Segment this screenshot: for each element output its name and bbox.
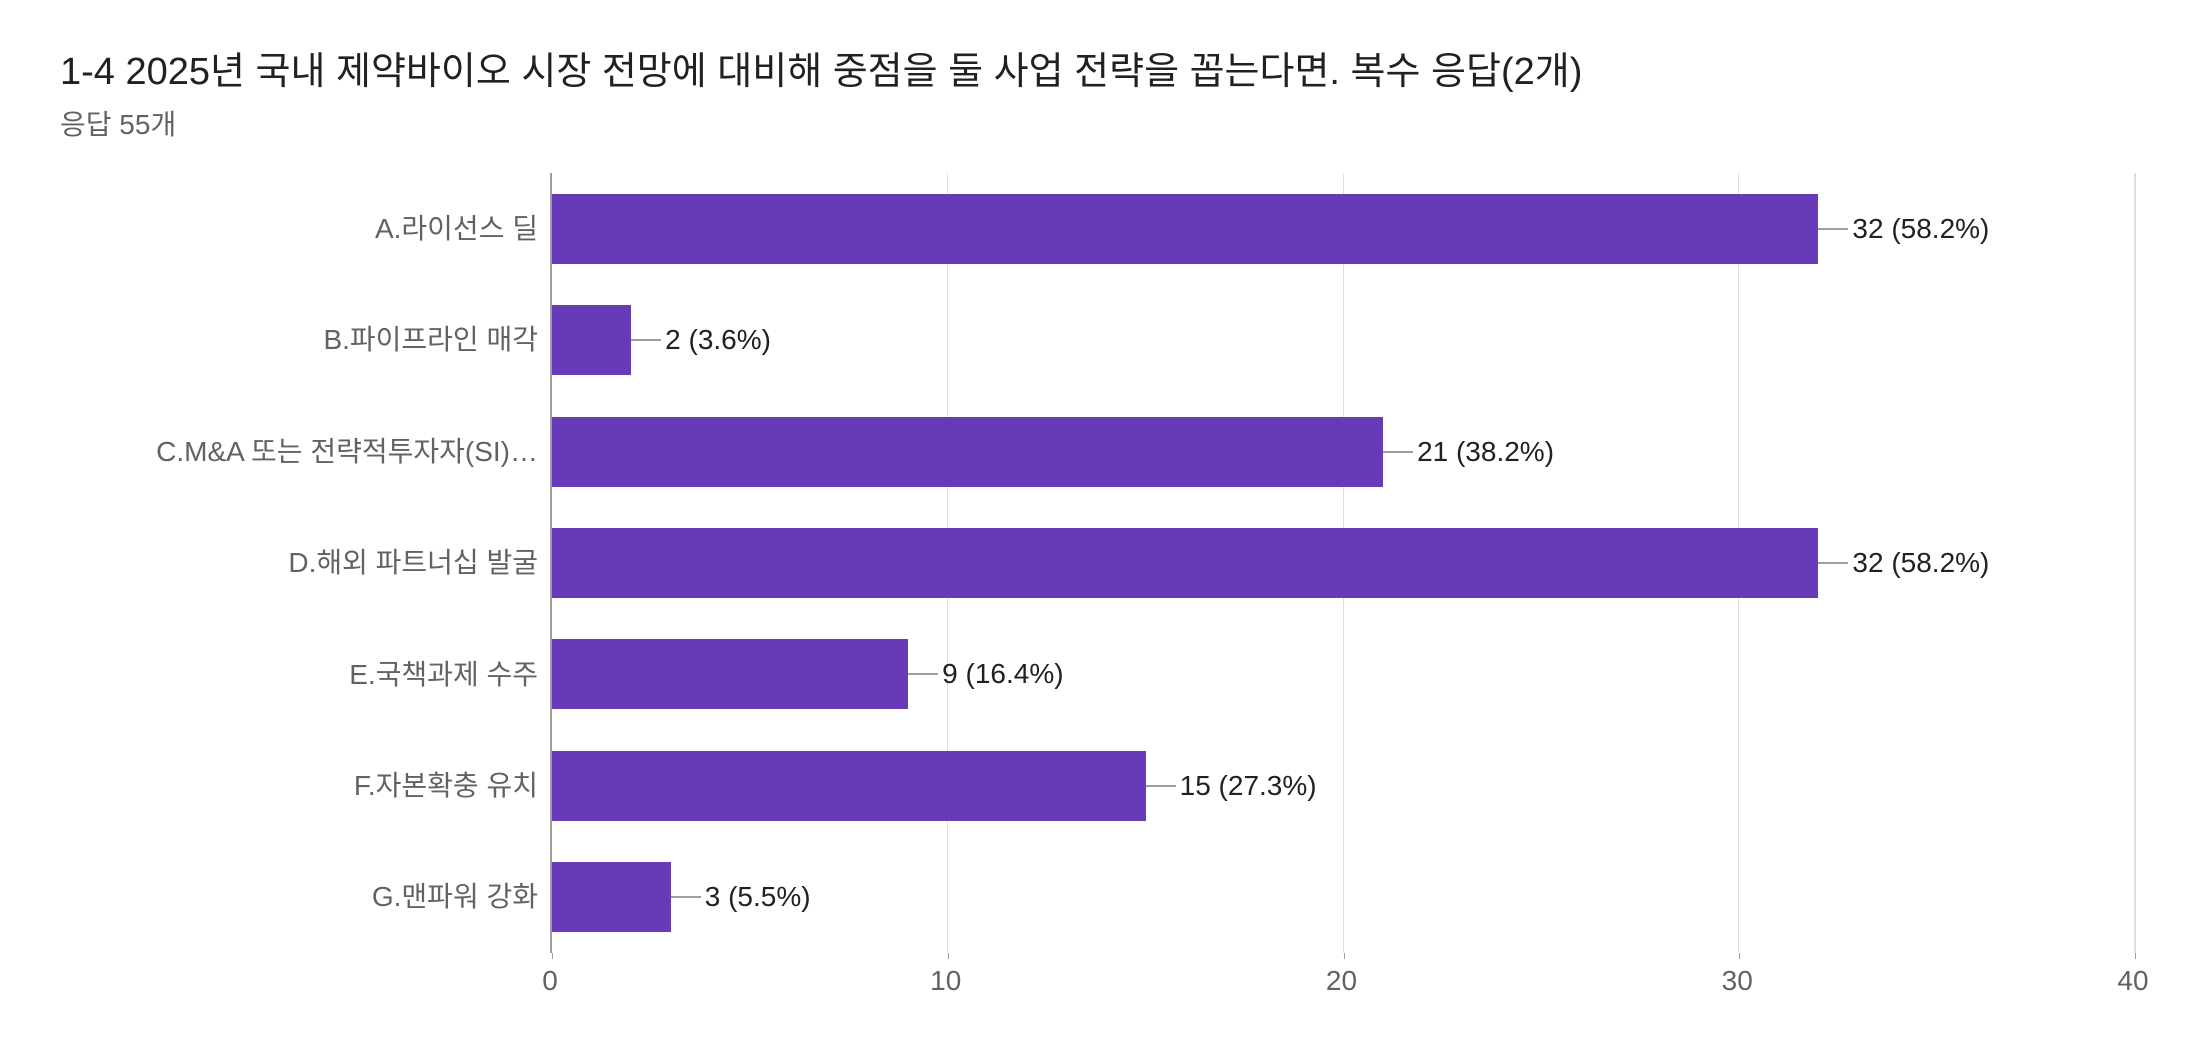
bar-row: 15 (27.3%) xyxy=(552,736,2135,836)
x-tick-label: 0 xyxy=(542,965,558,997)
bar-row: 32 (58.2%) xyxy=(552,513,2135,613)
x-tick-label: 20 xyxy=(1326,965,1357,997)
value-label: 9 (16.4%) xyxy=(908,658,1063,690)
value-label: 32 (58.2%) xyxy=(1818,213,1989,245)
value-label: 15 (27.3%) xyxy=(1146,770,1317,802)
value-text: 32 (58.2%) xyxy=(1852,547,1989,579)
value-label: 3 (5.5%) xyxy=(671,881,811,913)
y-axis-label: B.파이프라인 매각 xyxy=(323,290,538,390)
chart-area: A.라이선스 딜 B.파이프라인 매각 C.M&A 또는 전략적투자자(SI)… D.… xyxy=(60,173,2136,953)
value-label: 2 (3.6%) xyxy=(631,324,771,356)
y-axis-label: F.자본확충 유치 xyxy=(354,736,538,836)
bar-row: 32 (58.2%) xyxy=(552,179,2135,279)
x-tick-label: 40 xyxy=(2117,965,2148,997)
bar[interactable]: 9 (16.4%) xyxy=(552,639,908,709)
bar-row: 21 (38.2%) xyxy=(552,402,2135,502)
connector-line xyxy=(1146,785,1176,787)
bar[interactable]: 32 (58.2%) xyxy=(552,194,1818,264)
connector-line xyxy=(1818,228,1848,230)
bar[interactable]: 2 (3.6%) xyxy=(552,305,631,375)
y-axis-label: A.라이선스 딜 xyxy=(375,179,538,279)
value-text: 32 (58.2%) xyxy=(1852,213,1989,245)
bar[interactable]: 3 (5.5%) xyxy=(552,862,671,932)
bars-group: 32 (58.2%) 2 (3.6%) 21 (38.2%) 32 (58.2%) 9 … xyxy=(552,173,2135,953)
bar[interactable]: 21 (38.2%) xyxy=(552,417,1383,487)
tick-mark xyxy=(2135,953,2136,959)
value-text: 2 (3.6%) xyxy=(665,324,771,356)
value-label: 21 (38.2%) xyxy=(1383,436,1554,468)
bar-row: 2 (3.6%) xyxy=(552,290,2135,390)
connector-line xyxy=(1818,562,1848,564)
connector-line xyxy=(1383,451,1413,453)
bar[interactable]: 32 (58.2%) xyxy=(552,528,1818,598)
y-axis-label: E.국책과제 수주 xyxy=(349,624,538,724)
value-text: 15 (27.3%) xyxy=(1180,770,1317,802)
chart-subtitle: 응답 55개 xyxy=(60,103,2136,143)
value-text: 21 (38.2%) xyxy=(1417,436,1554,468)
x-tick-label: 10 xyxy=(930,965,961,997)
connector-line xyxy=(631,339,661,341)
x-tick-label: 30 xyxy=(1722,965,1753,997)
bar[interactable]: 15 (27.3%) xyxy=(552,751,1146,821)
value-text: 3 (5.5%) xyxy=(705,881,811,913)
connector-line xyxy=(671,896,701,898)
chart-title: 1-4 2025년 국내 제약바이오 시장 전망에 대비해 중점을 둘 사업 전… xyxy=(60,40,2136,95)
value-label: 32 (58.2%) xyxy=(1818,547,1989,579)
x-axis: 010203040 xyxy=(550,953,2133,1003)
plot-area: 32 (58.2%) 2 (3.6%) 21 (38.2%) 32 (58.2%) 9 … xyxy=(550,173,2136,953)
y-axis-label: G.맨파워 강화 xyxy=(372,847,538,947)
y-axis-label: C.M&A 또는 전략적투자자(SI)… xyxy=(156,402,538,502)
chart-container: 1-4 2025년 국내 제약바이오 시장 전망에 대비해 중점을 둘 사업 전… xyxy=(0,0,2196,1044)
bar-row: 3 (5.5%) xyxy=(552,847,2135,947)
y-axis-labels: A.라이선스 딜 B.파이프라인 매각 C.M&A 또는 전략적투자자(SI)… D.… xyxy=(60,173,550,953)
bar-row: 9 (16.4%) xyxy=(552,624,2135,724)
connector-line xyxy=(908,673,938,675)
value-text: 9 (16.4%) xyxy=(942,658,1063,690)
y-axis-label: D.해외 파트너십 발굴 xyxy=(288,513,538,613)
